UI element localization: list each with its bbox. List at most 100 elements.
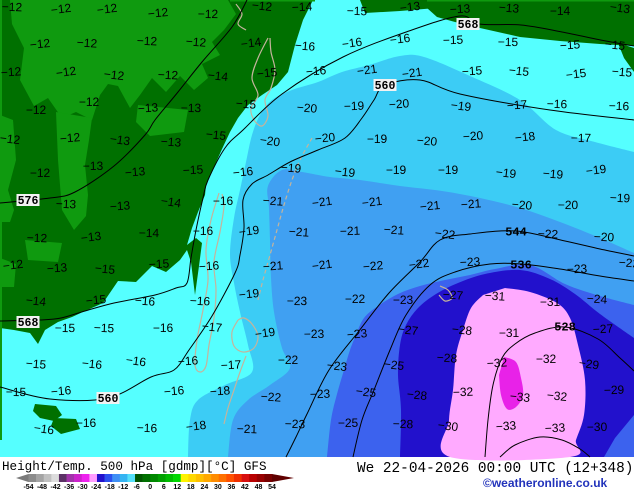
svg-text:−13: −13 — [181, 101, 202, 115]
svg-text:−19: −19 — [254, 325, 276, 342]
svg-text:−21: −21 — [311, 257, 333, 274]
svg-text:−13: −13 — [449, 1, 470, 16]
svg-text:−16: −16 — [134, 293, 156, 309]
svg-text:−16: −16 — [33, 421, 55, 438]
svg-text:560: 560 — [98, 393, 119, 406]
svg-text:−21: −21 — [340, 224, 361, 239]
svg-text:−13: −13 — [109, 198, 131, 213]
svg-text:−15: −15 — [443, 33, 464, 48]
svg-text:−20: −20 — [558, 198, 579, 212]
svg-text:560: 560 — [375, 80, 396, 93]
svg-text:−32: −32 — [546, 388, 568, 404]
svg-text:−12: −12 — [50, 1, 72, 17]
svg-text:−15: −15 — [182, 162, 203, 177]
svg-text:−33: −33 — [509, 389, 531, 405]
svg-text:−19: −19 — [609, 190, 630, 205]
svg-text:−16: −16 — [198, 258, 220, 273]
svg-text:©weatheronline.co.uk: ©weatheronline.co.uk — [483, 476, 608, 490]
svg-text:−12: −12 — [157, 67, 178, 82]
svg-text:−12: −12 — [147, 5, 169, 21]
svg-text:−16: −16 — [294, 38, 316, 54]
svg-text:−31: −31 — [484, 288, 506, 303]
svg-text:−15: −15 — [565, 66, 587, 82]
svg-text:0: 0 — [148, 484, 152, 490]
svg-text:−16: −16 — [305, 63, 327, 79]
svg-text:−15: −15 — [498, 35, 519, 49]
svg-text:−20: −20 — [511, 197, 533, 213]
svg-text:−21: −21 — [383, 222, 405, 237]
svg-text:−16: −16 — [50, 383, 72, 399]
svg-text:−29: −29 — [578, 356, 600, 373]
svg-text:−16: −16 — [389, 31, 411, 47]
svg-text:−15: −15 — [6, 385, 27, 399]
svg-text:−22: −22 — [537, 226, 558, 241]
svg-text:−21: −21 — [262, 258, 284, 273]
svg-text:−20: −20 — [314, 130, 336, 146]
svg-text:−13: −13 — [55, 196, 76, 211]
svg-text:−32: −32 — [486, 355, 507, 370]
svg-text:−27: −27 — [442, 287, 464, 302]
svg-text:568: 568 — [18, 317, 39, 330]
svg-text:−16: −16 — [153, 321, 174, 335]
svg-text:−17: −17 — [220, 357, 241, 372]
svg-text:−21: −21 — [262, 193, 284, 208]
svg-text:−18: −18 — [185, 418, 207, 434]
svg-text:−18: −18 — [514, 129, 536, 145]
svg-text:−19: −19 — [542, 166, 564, 182]
svg-text:−22: −22 — [434, 226, 456, 242]
svg-text:−23: −23 — [304, 327, 325, 341]
svg-text:−21: −21 — [419, 198, 441, 214]
svg-text:−21: −21 — [356, 62, 378, 79]
svg-text:−12: −12 — [96, 1, 118, 17]
svg-text:−23: −23 — [567, 262, 588, 277]
svg-text:−16: −16 — [76, 416, 97, 430]
svg-text:42: 42 — [241, 484, 249, 490]
svg-text:−12: −12 — [29, 36, 51, 52]
svg-text:48: 48 — [255, 484, 263, 490]
svg-text:−25: −25 — [383, 357, 405, 373]
svg-text:−30: −30 — [587, 420, 608, 434]
svg-text:−21: −21 — [401, 65, 423, 82]
svg-text:−15: −15 — [235, 96, 257, 112]
svg-text:−19: −19 — [334, 164, 356, 180]
svg-text:−12: −12 — [59, 130, 81, 146]
svg-text:−13: −13 — [498, 0, 520, 16]
svg-text:−12: −12 — [0, 131, 21, 147]
svg-text:−12: −12 — [55, 64, 77, 81]
svg-text:−20: −20 — [388, 96, 410, 111]
svg-text:−15: −15 — [148, 256, 169, 271]
svg-text:−22: −22 — [618, 255, 634, 270]
svg-text:−16: −16 — [189, 293, 210, 308]
svg-text:576: 576 — [18, 195, 39, 208]
svg-text:−15: −15 — [256, 65, 278, 81]
svg-text:54: 54 — [268, 484, 276, 490]
svg-text:528: 528 — [554, 321, 576, 335]
svg-text:−28: −28 — [393, 417, 414, 432]
svg-text:−22: −22 — [362, 258, 384, 274]
svg-text:−21: −21 — [288, 224, 310, 239]
svg-text:−15: −15 — [85, 292, 107, 308]
svg-text:−32: −32 — [536, 352, 557, 366]
svg-text:−12: −12 — [198, 7, 219, 21]
svg-text:−14: −14 — [207, 68, 229, 84]
svg-text:−15: −15 — [205, 127, 227, 143]
svg-text:−28: −28 — [436, 350, 458, 365]
svg-text:−25: −25 — [338, 416, 359, 430]
svg-text:−12: −12 — [26, 103, 47, 117]
svg-text:−12: −12 — [251, 0, 273, 14]
svg-text:−24: −24 — [586, 291, 608, 306]
svg-text:−33: −33 — [495, 418, 517, 433]
svg-text:−19: −19 — [438, 163, 459, 177]
svg-text:−16: −16 — [547, 97, 568, 112]
svg-text:−15: −15 — [55, 321, 76, 335]
svg-text:−21: −21 — [460, 196, 482, 211]
svg-text:−15: −15 — [559, 37, 581, 52]
svg-text:−16: −16 — [232, 164, 254, 180]
svg-text:-6: -6 — [134, 484, 140, 490]
svg-text:−16: −16 — [193, 224, 214, 238]
svg-text:−25: −25 — [355, 384, 377, 400]
svg-text:−22: −22 — [345, 292, 366, 306]
svg-text:−15: −15 — [94, 261, 116, 277]
svg-text:−12: −12 — [185, 34, 207, 50]
svg-text:−19: −19 — [450, 98, 472, 114]
